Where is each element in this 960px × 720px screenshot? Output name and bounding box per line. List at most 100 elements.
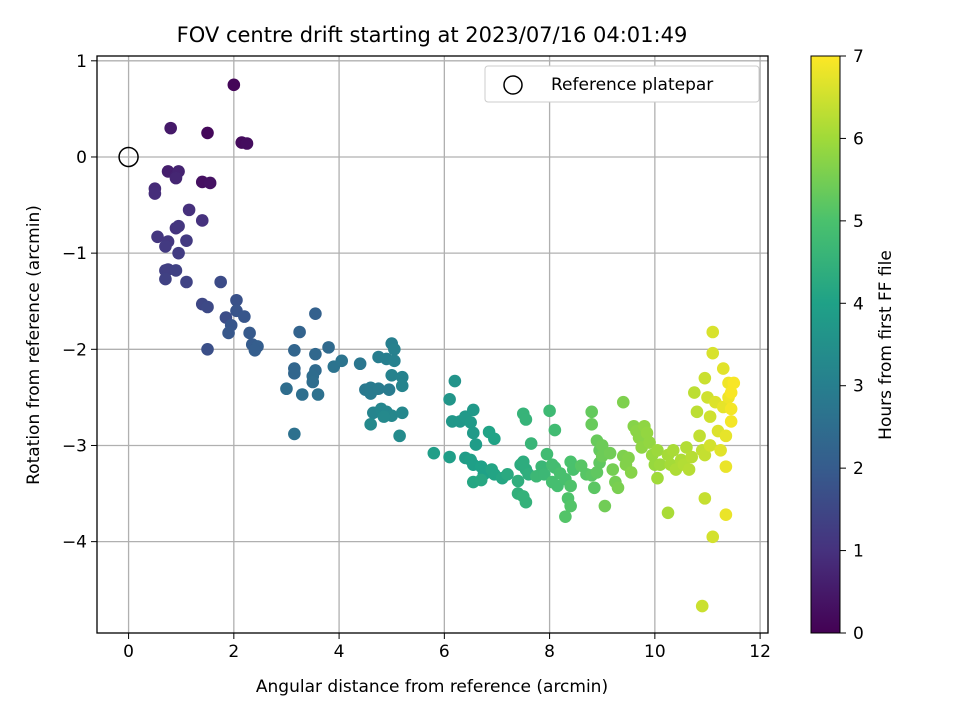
data-point — [169, 171, 183, 185]
data-point — [543, 404, 556, 418]
y-tick-label: −3 — [62, 436, 87, 456]
data-point — [474, 473, 488, 487]
legend-box — [484, 65, 760, 103]
data-point — [288, 427, 301, 441]
colorbar-tick-label: 4 — [853, 294, 864, 314]
data-point — [335, 354, 349, 368]
data-point — [395, 379, 409, 393]
data-point — [169, 264, 183, 277]
data-point — [230, 293, 243, 307]
data-point — [385, 368, 399, 382]
data-point — [666, 443, 680, 457]
x-axis-label: Angular distance from reference (arcmin) — [256, 677, 608, 697]
data-point — [180, 234, 193, 247]
data-point — [222, 326, 235, 340]
data-point — [466, 426, 480, 440]
x-tick-label: 8 — [544, 642, 555, 662]
x-tick-label: 2 — [228, 642, 239, 662]
x-tick-label: 0 — [123, 642, 134, 662]
data-point — [488, 432, 501, 446]
data-point — [719, 460, 733, 473]
data-point — [724, 415, 738, 428]
colorbar-tick-label: 6 — [853, 129, 864, 149]
data-point — [309, 347, 322, 361]
colorbar-label: Hours from first FF file — [876, 250, 896, 440]
data-point — [382, 383, 396, 396]
data-point — [693, 429, 706, 443]
legend-marker-icon — [503, 75, 523, 95]
x-axis-ticks: 0 2 4 6 8 10 12 — [123, 633, 771, 662]
colorbar-tick-label: 5 — [853, 212, 864, 232]
data-points — [148, 78, 741, 613]
data-point — [611, 481, 625, 495]
data-point — [706, 325, 720, 339]
y-tick-label: 1 — [76, 52, 87, 72]
data-point — [616, 395, 630, 409]
y-tick-label: −2 — [62, 340, 87, 360]
data-point — [243, 326, 256, 340]
data-point — [727, 376, 741, 390]
data-point — [585, 405, 598, 419]
data-point — [443, 393, 456, 406]
data-point — [364, 418, 377, 431]
data-point — [511, 474, 525, 488]
y-axis-label: Rotation from reference (arcmin) — [24, 205, 44, 485]
colorbar-tick-label: 2 — [853, 459, 864, 479]
data-point — [443, 450, 456, 464]
chart-title: FOV centre drift starting at 2023/07/16 … — [177, 23, 688, 47]
data-point — [201, 300, 214, 314]
data-point — [724, 386, 738, 399]
data-point — [311, 388, 325, 401]
colorbar-ticks: 0 1 2 3 4 5 6 7 — [840, 47, 864, 644]
data-point — [590, 466, 604, 479]
data-point — [598, 499, 612, 513]
data-point — [564, 479, 577, 493]
data-point — [680, 441, 693, 454]
data-point — [519, 413, 533, 426]
x-tick-label: 10 — [644, 642, 666, 662]
data-point — [372, 382, 385, 396]
data-point — [698, 371, 712, 385]
data-point — [651, 471, 664, 485]
data-point — [388, 354, 401, 368]
y-axis-ticks: 1 0 −1 −2 −3 −4 — [62, 52, 97, 553]
colorbar-tick-label: 1 — [853, 542, 864, 562]
data-point — [201, 343, 214, 356]
data-point — [624, 466, 638, 479]
data-point — [519, 495, 533, 509]
data-point — [248, 343, 262, 357]
data-point — [293, 325, 306, 339]
data-point — [698, 448, 712, 462]
data-point — [469, 438, 483, 451]
data-point — [640, 426, 654, 440]
data-point — [151, 230, 164, 244]
data-point — [643, 436, 656, 449]
data-point — [353, 357, 367, 371]
data-point — [703, 439, 717, 452]
data-point — [501, 468, 514, 481]
data-point — [227, 78, 241, 92]
data-point — [524, 437, 538, 450]
data-point — [606, 463, 620, 476]
data-point — [603, 446, 617, 460]
data-point — [395, 370, 409, 384]
data-point — [201, 126, 214, 140]
data-point — [377, 410, 391, 423]
data-point — [653, 458, 667, 472]
data-point — [288, 343, 301, 357]
data-point — [203, 176, 217, 190]
reference-platepar-marker — [118, 146, 139, 168]
data-point — [698, 492, 712, 505]
data-point — [690, 405, 704, 419]
reference-platepar-point — [118, 146, 139, 168]
legend: Reference platepar — [484, 65, 760, 103]
data-point — [395, 406, 409, 420]
data-point — [280, 382, 293, 396]
data-point — [172, 246, 185, 260]
data-point — [309, 307, 322, 321]
data-point — [585, 418, 598, 431]
data-point — [195, 214, 209, 227]
data-point — [724, 402, 738, 416]
data-point — [172, 219, 185, 233]
colorbar-tick-label: 0 — [853, 624, 864, 644]
